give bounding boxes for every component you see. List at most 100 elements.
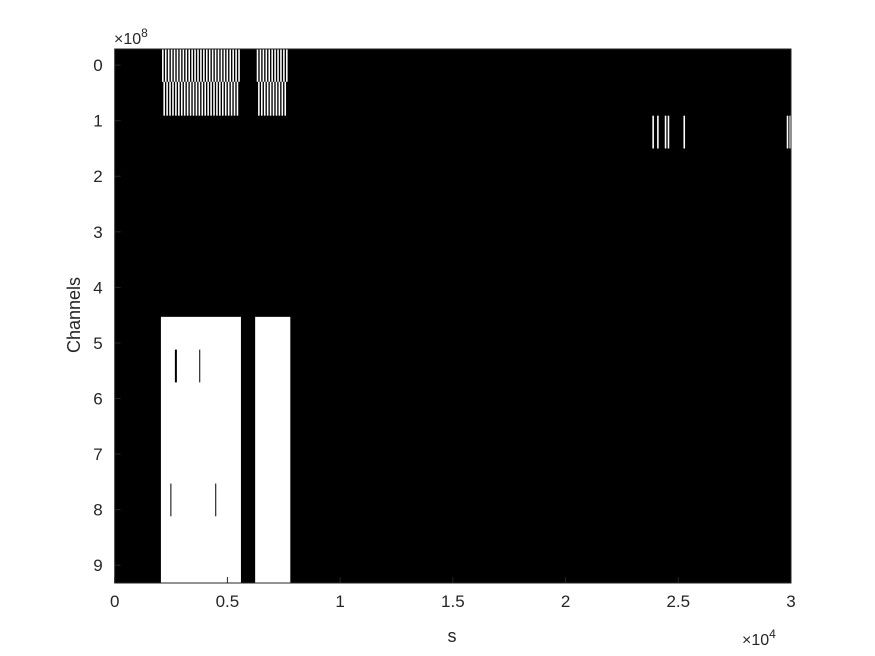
stripe (229, 49, 232, 82)
stripe (224, 81, 227, 116)
stripe (789, 115, 791, 149)
y-tick-label: 8 (93, 501, 102, 520)
stripe (271, 49, 273, 82)
stripe (188, 49, 190, 82)
stripe (175, 81, 177, 116)
stripe (185, 49, 188, 82)
stripe (183, 81, 186, 116)
black-line (174, 349, 177, 383)
x-tick-label: 1.5 (441, 592, 465, 611)
stripe (179, 49, 182, 82)
y-tick-label: 5 (93, 334, 102, 353)
y-tick-label: 9 (93, 556, 102, 575)
stripe (786, 115, 789, 149)
stripe (201, 81, 204, 116)
black-line (215, 483, 217, 517)
stripe (170, 49, 173, 82)
stripe (281, 81, 284, 116)
stripe (195, 81, 198, 116)
x-tick-label: 0.5 (216, 592, 240, 611)
black-line (170, 483, 172, 517)
stripe (172, 81, 174, 116)
stripe (166, 81, 168, 116)
stripe (169, 81, 171, 116)
stripe (222, 81, 224, 116)
stripe (274, 49, 276, 82)
stripe (256, 49, 259, 82)
stripe (275, 81, 278, 116)
stripe (277, 49, 279, 82)
stripe (217, 49, 220, 82)
stripe (219, 81, 221, 116)
x-tick-label: 1 (335, 592, 344, 611)
stripe (200, 49, 202, 82)
stripe (283, 49, 285, 82)
y-exponent-base: ×10 (114, 31, 141, 48)
stripe (230, 81, 233, 116)
stripe (284, 81, 287, 116)
stripe (167, 49, 170, 82)
x-exponent-base: ×10 (742, 632, 769, 649)
stripe (164, 49, 167, 82)
stripe (207, 81, 209, 116)
stripe (269, 81, 272, 116)
stripe (272, 81, 275, 116)
y-tick-label: 6 (93, 390, 102, 409)
y-tick-label: 4 (93, 278, 102, 297)
stripe (266, 81, 269, 116)
stripe (233, 81, 236, 116)
stripe (192, 81, 195, 116)
stripe (286, 49, 288, 82)
stripe (265, 49, 268, 82)
stripe (652, 115, 654, 149)
white-region (255, 316, 291, 583)
axes: 0 0.5 1 1.5 2 2.5 3 0 1 2 3 4 5 6 7 8 9 (93, 48, 796, 611)
plot-area (114, 49, 791, 583)
stripe (162, 49, 164, 82)
stripe (236, 81, 239, 116)
stripe (261, 81, 263, 116)
stripe (178, 81, 180, 116)
x-exponent: ×104 (742, 627, 776, 649)
x-axis-label: s (448, 626, 457, 646)
stripe (173, 49, 176, 82)
stripe (191, 49, 193, 82)
x-tick-label: 2.5 (666, 592, 690, 611)
stripe (262, 49, 265, 82)
stripe (194, 49, 196, 82)
stripe (280, 49, 282, 82)
x-exponent-power: 4 (769, 627, 776, 641)
stripe (268, 49, 271, 82)
stripe (186, 81, 189, 116)
y-tick-label: 3 (93, 223, 102, 242)
stripe (203, 49, 205, 82)
stripe (210, 81, 212, 116)
stripe (208, 49, 211, 82)
stripe (226, 49, 229, 82)
y-exponent: ×108 (114, 26, 148, 48)
stripe (163, 81, 165, 116)
y-axis-label: Channels (64, 277, 84, 353)
y-tick-label: 7 (93, 445, 102, 464)
x-tick-label: 3 (786, 592, 795, 611)
stripe (180, 81, 183, 116)
stripe (204, 81, 207, 116)
stripe (206, 49, 208, 82)
white-region (160, 316, 241, 583)
stripe (214, 49, 217, 82)
stripe (235, 49, 237, 82)
stripe (189, 81, 192, 116)
stripe (227, 81, 230, 116)
stripe (238, 49, 240, 82)
y-tick-label: 1 (93, 112, 102, 131)
stripe (664, 115, 667, 149)
stripe (657, 115, 659, 149)
stripe (220, 49, 223, 82)
y-tick-label: 0 (93, 56, 102, 75)
stripe (683, 115, 686, 149)
stripe (211, 49, 214, 82)
stripe (176, 49, 179, 82)
stripe (258, 81, 260, 116)
stripe (197, 49, 199, 82)
